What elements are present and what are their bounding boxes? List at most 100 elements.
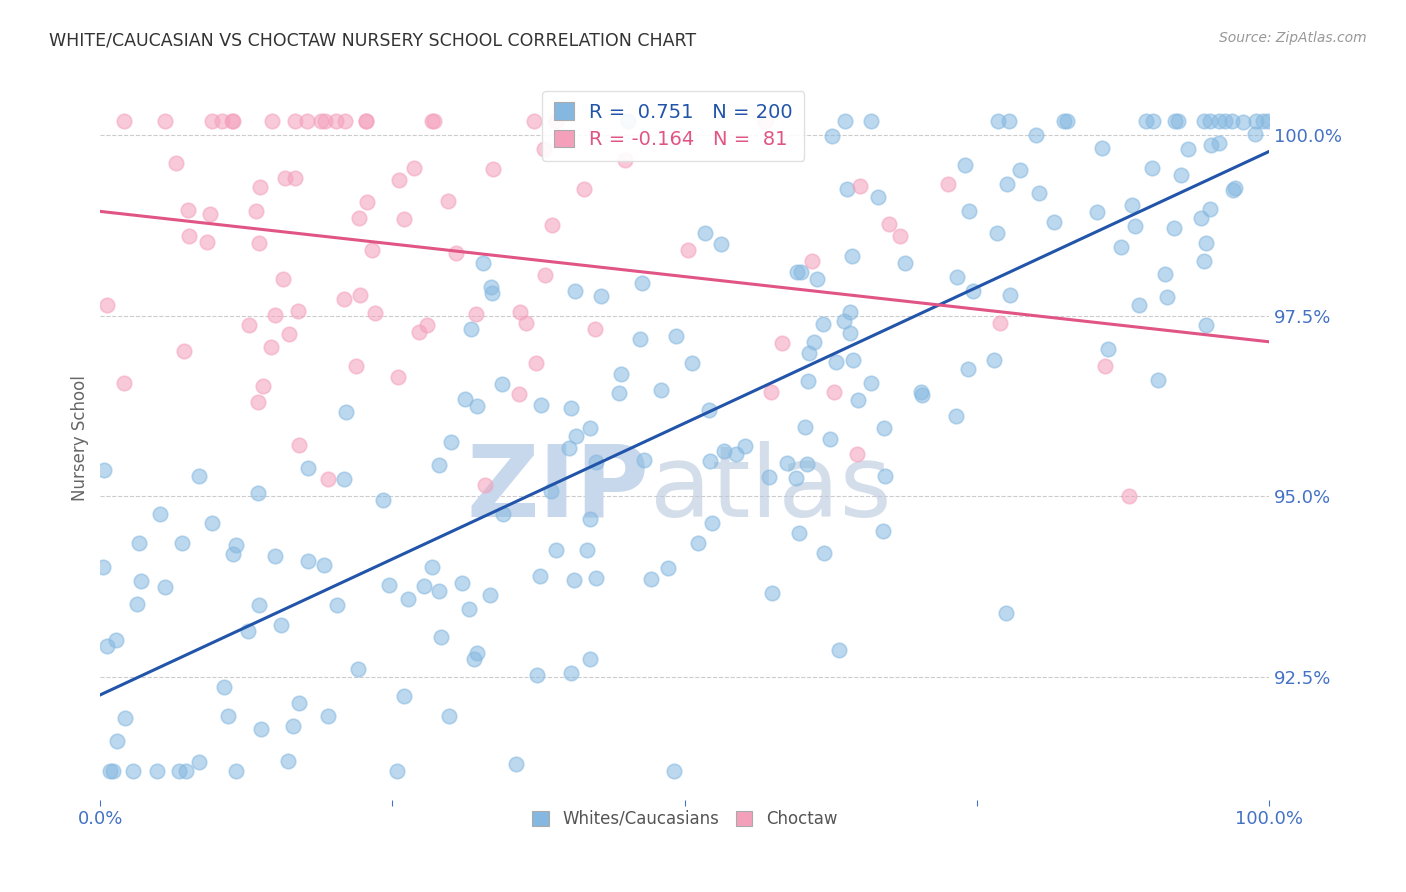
Point <box>560 665 582 680</box>
Point <box>572 182 595 196</box>
Text: atlas: atlas <box>650 441 891 538</box>
Point <box>387 370 409 384</box>
Point <box>859 113 882 128</box>
Point <box>177 202 200 217</box>
Point <box>657 561 679 575</box>
Point <box>463 652 485 666</box>
Point <box>839 326 862 340</box>
Point <box>318 472 340 486</box>
Point <box>105 733 128 747</box>
Point <box>936 177 959 191</box>
Point <box>998 113 1021 128</box>
Point <box>221 113 243 128</box>
Point <box>454 392 477 406</box>
Point <box>803 334 825 349</box>
Point <box>364 306 387 320</box>
Point <box>1208 113 1230 128</box>
Point <box>472 256 495 270</box>
Point <box>1154 267 1177 281</box>
Point <box>889 229 911 244</box>
Point <box>630 277 652 291</box>
Point <box>529 569 551 583</box>
Point <box>1244 113 1267 128</box>
Point <box>271 272 294 286</box>
Point <box>149 508 172 522</box>
Point <box>758 470 780 484</box>
Point <box>91 560 114 574</box>
Point <box>823 384 845 399</box>
Point <box>465 646 488 660</box>
Point <box>828 643 851 657</box>
Point <box>170 536 193 550</box>
Point <box>1056 113 1078 128</box>
Point <box>509 305 531 319</box>
Point <box>114 711 136 725</box>
Point <box>575 543 598 558</box>
Point <box>994 606 1017 620</box>
Point <box>195 235 218 249</box>
Point <box>508 387 530 401</box>
Point <box>491 376 513 391</box>
Point <box>583 321 606 335</box>
Point <box>333 292 356 306</box>
Point <box>546 542 568 557</box>
Point <box>801 254 824 268</box>
Point <box>104 633 127 648</box>
Point <box>953 158 976 172</box>
Point <box>249 179 271 194</box>
Point <box>579 652 602 666</box>
Point <box>1121 197 1143 211</box>
Point <box>1257 113 1279 128</box>
Point <box>404 161 426 175</box>
Point <box>700 516 723 531</box>
Point <box>440 434 463 449</box>
Point <box>1163 220 1185 235</box>
Point <box>695 227 717 241</box>
Point <box>249 723 271 737</box>
Point <box>1085 205 1108 219</box>
Point <box>770 336 793 351</box>
Point <box>832 314 855 328</box>
Point <box>987 113 1010 128</box>
Point <box>247 236 270 251</box>
Point <box>530 398 553 412</box>
Point <box>297 461 319 475</box>
Point <box>699 454 721 468</box>
Point <box>93 463 115 477</box>
Point <box>983 353 1005 368</box>
Point <box>128 536 150 550</box>
Point <box>962 284 984 298</box>
Point <box>665 329 688 343</box>
Point <box>460 322 482 336</box>
Point <box>877 217 900 231</box>
Point <box>1199 138 1222 153</box>
Point <box>264 308 287 322</box>
Point <box>188 469 211 483</box>
Point <box>724 447 747 461</box>
Point <box>505 757 527 772</box>
Point <box>201 516 224 531</box>
Point <box>633 453 655 467</box>
Point <box>1195 236 1218 251</box>
Point <box>610 368 633 382</box>
Point <box>585 455 607 469</box>
Point <box>796 458 818 472</box>
Point <box>794 420 817 434</box>
Point <box>1028 186 1050 201</box>
Point <box>533 142 555 156</box>
Point <box>1220 113 1243 128</box>
Point <box>533 268 555 283</box>
Point <box>1244 127 1267 141</box>
Point <box>998 288 1021 302</box>
Point <box>945 409 967 423</box>
Point <box>245 204 267 219</box>
Point <box>371 492 394 507</box>
Point <box>841 352 863 367</box>
Point <box>316 709 339 723</box>
Point <box>492 507 515 521</box>
Point <box>260 113 283 128</box>
Point <box>1195 318 1218 333</box>
Point <box>1053 113 1076 128</box>
Point <box>591 289 613 303</box>
Point <box>761 586 783 600</box>
